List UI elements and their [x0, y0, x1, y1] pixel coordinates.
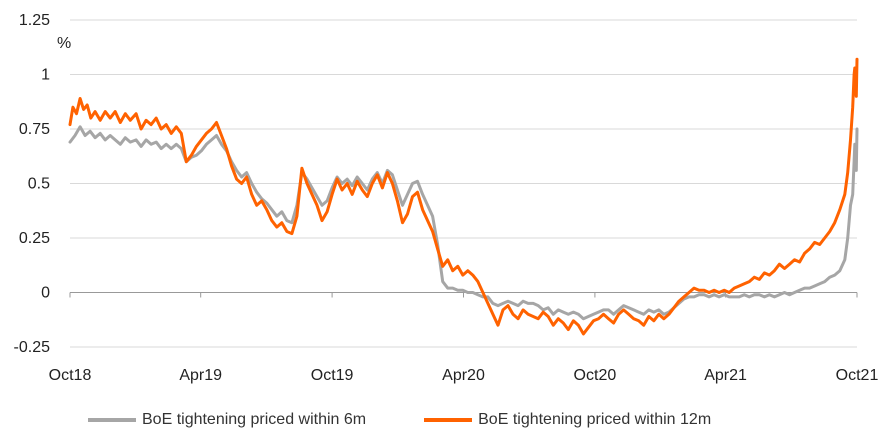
legend-label-6m: BoE tightening priced within 6m — [142, 411, 367, 428]
y-tick-label: 1.25 — [19, 12, 50, 29]
series-line-6m — [68, 125, 859, 321]
legend-item-12m: BoE tightening priced within 12m — [424, 411, 711, 429]
legend-swatch-12m — [424, 418, 473, 422]
legend-item-6m: BoE tightening priced within 6m — [88, 411, 366, 429]
y-tick-label: 0.5 — [28, 176, 50, 193]
x-tick-label: Oct21 — [836, 367, 879, 384]
line-chart: -0.25 0 0.25 0.5 0.75 1 1.25 Oct18 Apr19 Oct19 Ap… — [14, 12, 879, 384]
x-tick-label: Apr20 — [442, 367, 485, 384]
y-tick-label: -0.25 — [14, 339, 51, 356]
x-tick-label: Oct18 — [49, 367, 92, 384]
legend-label-12m: BoE tightening priced within 12m — [478, 411, 712, 428]
y-tick-label: 0.75 — [19, 121, 50, 138]
x-tick-label: Oct19 — [311, 367, 354, 384]
y-tick-label: 0 — [41, 285, 50, 302]
series-line-12m — [68, 57, 859, 336]
y-tick-label: 1 — [41, 67, 50, 84]
series-lines — [68, 57, 859, 336]
x-tick-label: Apr19 — [179, 367, 222, 384]
y-tick-labels: -0.25 0 0.25 0.5 0.75 1 1.25 — [14, 12, 51, 356]
y-tick-label: 0.25 — [19, 230, 50, 247]
grid-lines — [70, 19, 857, 348]
legend: BoE tightening priced within 6m BoE tigh… — [88, 408, 881, 432]
legend-swatch-6m — [88, 418, 136, 422]
x-tick-label: Apr21 — [704, 367, 747, 384]
y-unit-label: % — [57, 35, 71, 52]
x-tick-label: Oct20 — [574, 367, 617, 384]
x-tick-labels: Oct18 Apr19 Oct19 Apr20 Oct20 Apr21 Oct21 — [49, 367, 879, 384]
